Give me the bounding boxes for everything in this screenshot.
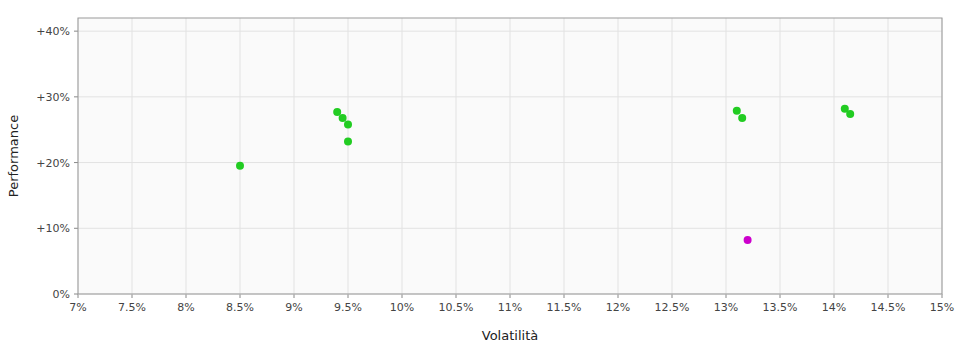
scatter-point [344, 138, 352, 146]
scatter-point [846, 110, 854, 118]
y-grid-line [78, 96, 942, 97]
y-tick [74, 228, 78, 229]
scatter-point [236, 162, 244, 170]
x-grid-line [618, 18, 619, 294]
x-grid-line [672, 18, 673, 294]
x-tick-label: 14.5% [871, 301, 906, 314]
x-tick-label: 9.5% [334, 301, 362, 314]
y-tick [74, 96, 78, 97]
y-tick-label: 0% [53, 288, 70, 301]
x-tick-label: 13% [714, 301, 738, 314]
x-grid-line [186, 18, 187, 294]
plot-area [78, 18, 942, 294]
x-tick-label: 12% [606, 301, 630, 314]
x-grid-line [834, 18, 835, 294]
x-tick-label: 12.5% [655, 301, 690, 314]
x-tick-label: 10.5% [439, 301, 474, 314]
y-grid-line [78, 162, 942, 163]
x-tick-label: 7% [69, 301, 86, 314]
y-tick-label: +10% [36, 222, 70, 235]
x-tick [78, 294, 79, 298]
plot-frame [78, 18, 942, 294]
y-tick-label: +20% [36, 157, 70, 170]
x-tick-label: 13.5% [763, 301, 798, 314]
x-grid-line [510, 18, 511, 294]
x-tick [132, 294, 133, 298]
x-tick-label: 11.5% [547, 301, 582, 314]
scatter-point [333, 108, 341, 116]
y-tick-label: +40% [36, 25, 70, 38]
y-tick [74, 162, 78, 163]
x-tick [402, 294, 403, 298]
x-grid-line [294, 18, 295, 294]
x-tick [294, 294, 295, 298]
page: {"chart_data": { "type": "scatter", "xla… [0, 0, 966, 350]
x-tick [942, 294, 943, 298]
scatter-point [733, 107, 741, 115]
x-grid-line [564, 18, 565, 294]
x-grid-line [402, 18, 403, 294]
x-grid-line [780, 18, 781, 294]
x-tick-label: 10% [390, 301, 414, 314]
x-tick-label: 8.5% [226, 301, 254, 314]
x-tick-label: 7.5% [118, 301, 146, 314]
y-axis-label: Performance [6, 115, 21, 197]
x-grid-line [456, 18, 457, 294]
x-tick [240, 294, 241, 298]
x-tick [564, 294, 565, 298]
x-tick [348, 294, 349, 298]
y-grid-line [78, 31, 942, 32]
x-tick [672, 294, 673, 298]
y-tick-label: +30% [36, 91, 70, 104]
y-tick [74, 31, 78, 32]
x-tick [834, 294, 835, 298]
x-grid-line [888, 18, 889, 294]
x-tick [618, 294, 619, 298]
x-tick-label: 14% [822, 301, 846, 314]
tick-labels: 7% 7.5% 8% 8.5% 9% 9.5% 10% 10.5% 11% 11.5% 12% 12.… [36, 25, 954, 314]
points [236, 105, 854, 244]
y-grid-line [78, 228, 942, 229]
x-grid-line [132, 18, 133, 294]
x-tick [186, 294, 187, 298]
scatter-point [738, 114, 746, 122]
x-tick-label: 15% [930, 301, 954, 314]
x-tick [780, 294, 781, 298]
x-tick-label: 11% [498, 301, 522, 314]
scatter-point [339, 114, 347, 122]
grid [74, 18, 942, 298]
x-tick-label: 8% [177, 301, 194, 314]
series-points [744, 236, 752, 244]
scatter-point [744, 236, 752, 244]
x-tick [510, 294, 511, 298]
x-tick [888, 294, 889, 298]
x-tick [456, 294, 457, 298]
x-tick-label: 9% [285, 301, 302, 314]
chart: 7% 7.5% 8% 8.5% 9% 9.5% 10% 10.5% 11% 11.5% 12% 12.… [0, 0, 966, 350]
x-axis-label: Volatilità [482, 328, 538, 343]
series-points [236, 105, 854, 170]
x-grid-line [348, 18, 349, 294]
scatter-point [344, 120, 352, 128]
y-tick [74, 294, 78, 295]
x-tick [726, 294, 727, 298]
x-grid-line [240, 18, 241, 294]
x-grid-line [726, 18, 727, 294]
